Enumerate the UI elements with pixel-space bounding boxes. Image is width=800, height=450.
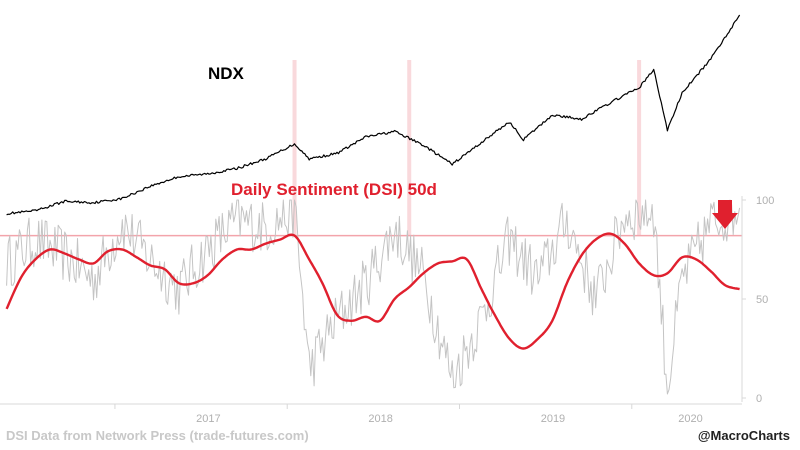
- peak-marker-2: [407, 60, 412, 236]
- x-axis-ticks: 2017 2018 2019 2020: [114, 404, 703, 425]
- peak-marker-1: [292, 60, 297, 236]
- x-tick-label: 2018: [368, 413, 392, 425]
- source-note: DSI Data from Network Press (trade-futur…: [6, 428, 309, 443]
- down-arrow-icon: [712, 200, 738, 229]
- x-tick-label: 2017: [196, 413, 220, 425]
- dsi-daily-line: [6, 199, 741, 395]
- y-axis-ticks: 0 50 100: [742, 195, 774, 405]
- y-tick-label: 50: [756, 294, 768, 306]
- y-tick-label: 0: [756, 393, 762, 405]
- x-tick-label: 2019: [541, 413, 565, 425]
- down-arrow-shape: [712, 200, 738, 229]
- x-tick-label: 2020: [678, 413, 702, 425]
- ndx-line: [6, 14, 741, 216]
- dsi-label: Daily Sentiment (DSI) 50d: [231, 180, 437, 199]
- peak-markers: [292, 60, 642, 236]
- dsi-50d-line: [5, 232, 740, 350]
- peak-marker-3: [637, 60, 642, 236]
- author-credit: @MacroCharts: [697, 428, 790, 443]
- ndx-label: NDX: [208, 64, 245, 83]
- y-tick-label: 100: [756, 195, 774, 207]
